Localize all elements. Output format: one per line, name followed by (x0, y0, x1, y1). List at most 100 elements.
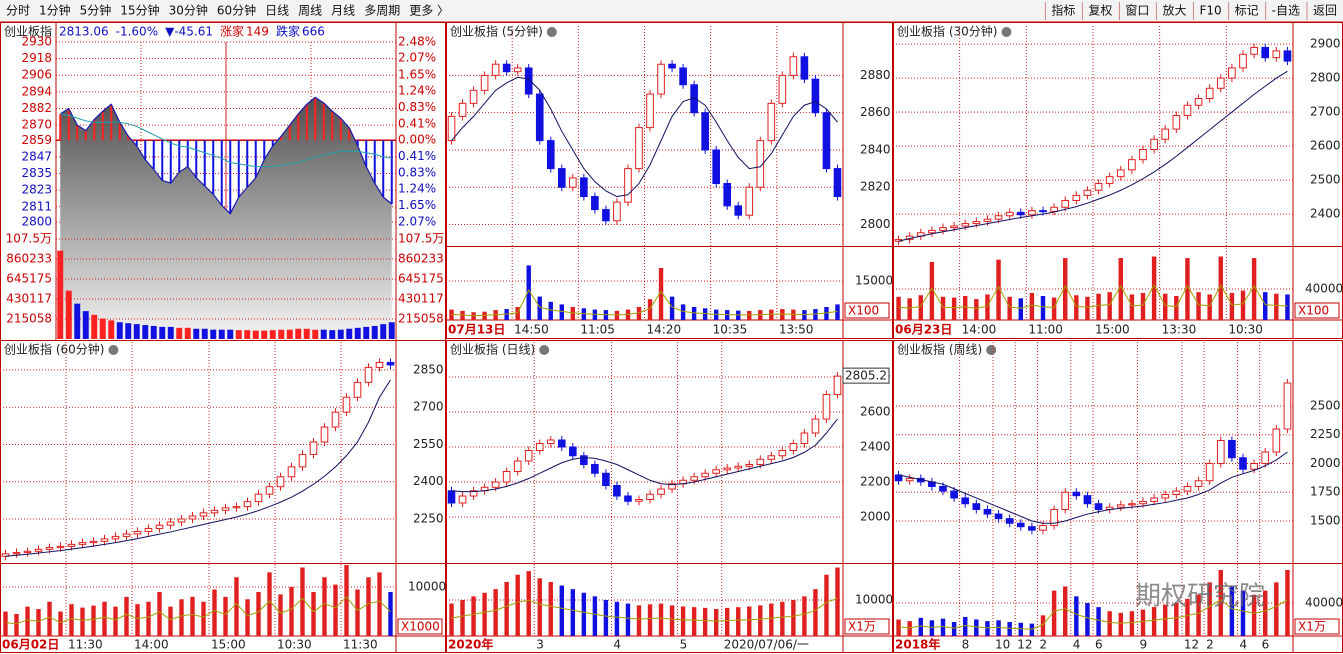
candle-body (1083, 495, 1092, 505)
candle-body (1183, 104, 1192, 116)
volume-bar (929, 620, 935, 636)
x-tick-label: 11:05 (580, 323, 615, 337)
candle-body (276, 476, 285, 488)
volume-bar (286, 329, 293, 339)
volume-bar (212, 589, 217, 636)
volume-bar (963, 617, 968, 636)
title-icon[interactable] (108, 345, 119, 355)
title-icon[interactable] (539, 345, 550, 355)
candle-body (1139, 148, 1147, 161)
toolbar-button[interactable]: 日线 (265, 4, 289, 18)
volume-bar (758, 605, 763, 636)
title-icon[interactable] (1001, 27, 1012, 37)
vol-tick-label: 107.5万 (398, 232, 444, 246)
candle-body (1261, 46, 1270, 59)
candle-body (1005, 518, 1014, 524)
y-tick-label: 2894 (21, 84, 52, 98)
volume-bar (1240, 590, 1246, 636)
x-tick-label: 2 (1039, 638, 1047, 652)
volume-bar (1063, 586, 1068, 636)
toolbar-button[interactable]: 更多 〉 (409, 4, 449, 18)
candle-body (1116, 504, 1125, 508)
volume-bar (322, 577, 327, 636)
x-tick-label: 11:30 (343, 638, 378, 652)
volume-bar (769, 603, 774, 636)
volume-ma (898, 599, 1288, 630)
volume-bar (1207, 582, 1212, 636)
volume-bar (570, 307, 576, 320)
candle-body (144, 527, 153, 532)
toolbar-button[interactable]: 月线 (331, 4, 355, 18)
volume-bar (157, 591, 162, 636)
candle-body (712, 149, 720, 184)
toolbar-button[interactable]: 多周期 (364, 4, 400, 18)
ma-line (5, 379, 391, 557)
chart-panel: 创业板指 (30分钟) 2400 2500 2600 2700 2800 2900 06月23… (893, 22, 1343, 339)
volume-bar (388, 322, 395, 339)
toolbar-button[interactable]: 30分钟 (169, 3, 208, 18)
candle-body (905, 477, 914, 482)
toolbar (0, 0, 1343, 22)
volume-bar (320, 329, 327, 339)
toolbar-button[interactable]: 5分钟 (80, 3, 112, 18)
vol-tick-label: 645175 (6, 271, 52, 285)
y-tick-label: 2930 (21, 35, 52, 49)
toolbar-button[interactable]: F10 (1199, 4, 1221, 18)
candle-body (1283, 382, 1292, 430)
volume-bar (802, 596, 807, 636)
volume-bar (680, 304, 686, 320)
candle-body (928, 229, 936, 234)
quote-text: 创业板指 (4, 24, 52, 39)
x-tick-label: 2020年 (448, 637, 493, 652)
candle-body (646, 493, 654, 501)
toolbar-button[interactable]: -自选 (1272, 4, 1300, 18)
y-tick-label: 2600 (1310, 139, 1341, 153)
volume-bar (996, 259, 1001, 320)
candle-body (557, 439, 566, 448)
toolbar-button[interactable]: 1分钟 (39, 3, 71, 18)
toolbar-button[interactable]: 15分钟 (120, 3, 159, 18)
x-tick-label: 13:50 (779, 323, 814, 337)
volume-bar (1085, 602, 1090, 636)
toolbar-button[interactable]: 窗口 (1125, 4, 1149, 18)
y-tick-label: 2500 (1310, 399, 1341, 413)
toolbar-button[interactable]: 指标 (1051, 3, 1075, 18)
candle-body (756, 458, 765, 466)
y2-tick-label: 2.07% (398, 215, 436, 229)
vol-tick-label: 645175 (398, 271, 444, 285)
volume-bar (150, 325, 157, 339)
toolbar-button[interactable]: 放大 (1162, 3, 1186, 18)
volume-bar (311, 591, 316, 636)
price-line (59, 96, 393, 215)
vol-tick-label: 215058 (398, 311, 444, 325)
toolbar-button[interactable]: 周线 (298, 4, 322, 18)
candle-body (1128, 503, 1136, 506)
x-tick-label: 8 (962, 638, 970, 652)
volume-bar (669, 296, 675, 320)
candle-body (1272, 50, 1281, 59)
toolbar-button[interactable]: 标记 (1235, 4, 1259, 18)
volume-bar (346, 328, 353, 339)
candle-body (833, 375, 842, 396)
toolbar-button[interactable]: 分时 (6, 4, 30, 18)
volume-bar (190, 596, 195, 636)
title-icon[interactable] (986, 345, 997, 355)
volume-bar (312, 329, 319, 339)
toolbar-button[interactable]: 复权 (1088, 4, 1112, 18)
volume-bar (355, 589, 360, 636)
y2-tick-label: 0.00% (398, 133, 436, 147)
volume-bar (1096, 607, 1101, 636)
toolbar-button[interactable]: 60分钟 (217, 3, 256, 18)
toolbar-button[interactable]: 返回 (1313, 4, 1337, 18)
title-icon[interactable] (546, 27, 557, 37)
candle-body (1083, 189, 1092, 196)
y-tick-label: 1500 (1310, 513, 1341, 527)
candle-body (690, 476, 698, 481)
x-tick-label: 10:30 (277, 638, 312, 652)
candle-body (1072, 491, 1081, 497)
volume-bar (261, 330, 268, 339)
candle-body (353, 381, 362, 398)
candle-body (789, 56, 798, 76)
candle-body (447, 490, 456, 504)
candle-body (375, 361, 384, 368)
